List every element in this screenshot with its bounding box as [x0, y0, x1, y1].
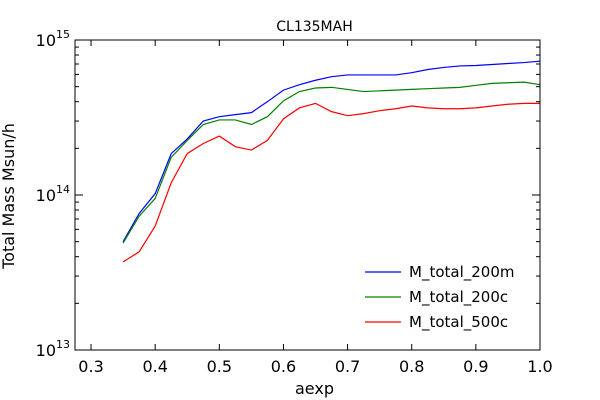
x-axis-label: aexp	[295, 379, 334, 398]
x-tick-label: 0.7	[335, 357, 360, 376]
series-layer	[122, 60, 541, 263]
legend-label-2: M_total_200c	[409, 288, 508, 307]
x-tick-label: 0.6	[271, 357, 296, 376]
x-tick-label: 0.4	[142, 357, 167, 376]
legend-label-1: M_total_200m	[409, 263, 514, 282]
series-line-2	[122, 81, 541, 244]
y-tick-label: 1015	[36, 28, 70, 50]
y-axis-label: Total Mass Msun/h	[0, 123, 18, 270]
x-tick-label: 0.8	[399, 357, 424, 376]
y-tick-label: 1014	[36, 183, 70, 205]
chart-title: CL135MAH	[276, 19, 352, 35]
y-tick-label: 1013	[36, 338, 70, 360]
x-tick-label: 0.9	[463, 357, 488, 376]
series-line-1	[122, 60, 541, 242]
series-line-3	[122, 102, 540, 263]
x-tick-label: 0.3	[78, 357, 103, 376]
x-tick-label: 1.0	[527, 357, 552, 376]
x-tick-label: 0.5	[207, 357, 232, 376]
legend: M_total_200m M_total_200c M_total_500c	[365, 263, 514, 332]
axes-layer: 0.3 0.4 0.5 0.6 0.7 0.8 0.9 1.0 1013 1014 1015	[36, 28, 553, 376]
legend-label-3: M_total_500c	[409, 313, 508, 332]
